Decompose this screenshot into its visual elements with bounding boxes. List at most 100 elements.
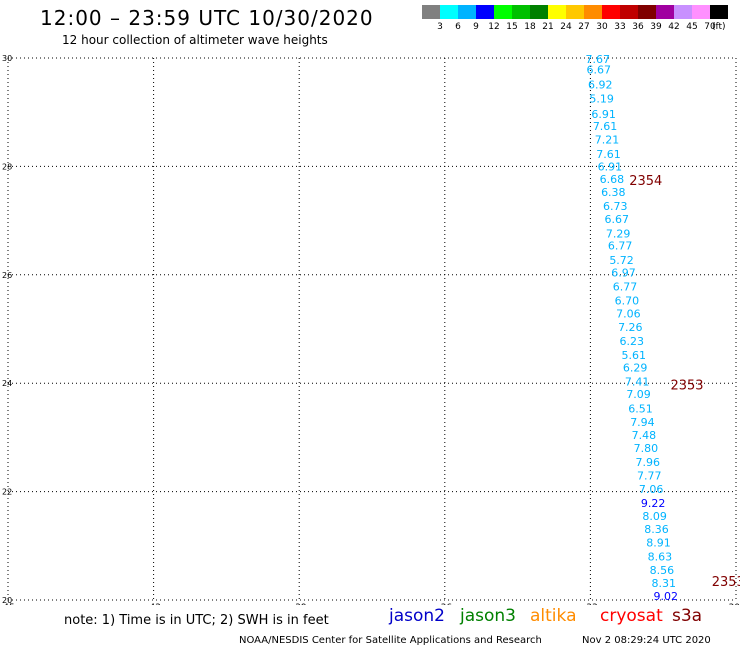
satellite-label-altika: altika (530, 606, 577, 626)
wave-height-point: 8.63 (648, 551, 673, 564)
wave-height-plot: 202224262830-45-42-39-36-33-307.676.676.… (0, 53, 740, 605)
time-annotation: 2354 (629, 174, 662, 189)
scale-swatch (440, 5, 458, 19)
wave-height-point: 7.29 (606, 228, 631, 241)
wave-height-point: 7.06 (616, 307, 641, 320)
scale-swatch (656, 5, 674, 19)
wave-height-point: 7.48 (632, 429, 657, 442)
scale-swatch (602, 5, 620, 19)
wave-height-point: 6.29 (623, 361, 648, 374)
wave-height-point: 7.94 (630, 416, 655, 429)
wave-height-point: 6.77 (608, 240, 633, 253)
wave-height-point: 6.91 (598, 160, 623, 173)
y-tick-label: 26 (2, 271, 12, 280)
scale-swatch (638, 5, 656, 19)
wave-height-point: 5.61 (621, 349, 646, 362)
wave-height-point: 7.26 (618, 321, 643, 334)
wave-height-point: 6.51 (628, 403, 653, 416)
scale-tick-label: 36 (632, 22, 644, 32)
scale-swatch (692, 5, 710, 19)
x-tick-label: -30 (725, 603, 740, 605)
wave-height-point: 7.09 (626, 388, 651, 401)
x-tick-label: -36 (437, 603, 452, 605)
wave-height-point: 8.09 (642, 510, 667, 523)
wave-height-point: 6.67 (604, 213, 629, 226)
wave-height-point: 6.73 (603, 200, 628, 213)
scale-swatch (584, 5, 602, 19)
scale-swatch (494, 5, 512, 19)
scale-tick-label: 24 (560, 22, 572, 32)
wave-height-point: 7.77 (637, 469, 662, 482)
wave-height-point: 6.91 (591, 108, 616, 121)
wave-height-point: 8.56 (650, 564, 675, 577)
footer-note: note: 1) Time is in UTC; 2) SWH is in fe… (64, 613, 329, 628)
wave-height-point: 6.23 (620, 335, 645, 348)
wave-height-point: 6.77 (613, 281, 638, 294)
scale-swatch (458, 5, 476, 19)
scale-tick-label: 33 (614, 22, 626, 32)
scale-swatch (548, 5, 566, 19)
wave-height-point: 5.72 (609, 254, 634, 267)
x-tick-label: -45 (0, 603, 15, 605)
chart-title: 12:00 – 23:59 UTC 10/30/2020 (40, 6, 374, 30)
wave-height-point: 7.80 (634, 442, 659, 455)
scale-unit-label: (ft) (712, 22, 726, 32)
wave-height-point: 7.21 (595, 133, 620, 146)
wave-height-point: 6.97 (611, 267, 636, 280)
generation-timestamp: Nov 2 08:29:24 UTC 2020 (582, 635, 711, 646)
scale-tick-label: 27 (578, 22, 590, 32)
scale-tick-label: 15 (506, 22, 518, 32)
wave-height-point: 7.61 (593, 120, 618, 133)
satellite-label-jason3: jason3 (460, 606, 516, 626)
satellite-label-s3a: s3a (672, 606, 703, 626)
x-tick-label: -42 (146, 603, 161, 605)
time-annotation: 2353 (712, 575, 740, 590)
satellite-label-cryosat: cryosat (600, 606, 663, 626)
wave-height-point: 6.38 (601, 186, 626, 199)
satellite-label-jason2: jason2 (389, 606, 445, 626)
scale-swatch (530, 5, 548, 19)
scale-tick-label: 21 (542, 22, 554, 32)
y-tick-label: 28 (2, 162, 12, 171)
x-tick-label: -33 (583, 603, 598, 605)
y-tick-label: 24 (2, 379, 12, 388)
wave-height-point: 6.70 (615, 294, 640, 307)
scale-tick-label: 3 (437, 22, 443, 32)
wave-height-point: 7.67 (586, 53, 611, 66)
scale-tick-label: 18 (524, 22, 536, 32)
scale-tick-label: 6 (455, 22, 461, 32)
y-tick-label: 30 (2, 54, 12, 63)
y-tick-label: 20 (2, 596, 12, 605)
scale-tick-label: 70 (704, 22, 716, 32)
x-tick-label: -39 (292, 603, 307, 605)
wave-height-point: 6.67 (587, 63, 612, 76)
scale-swatch (674, 5, 692, 19)
scale-swatch (566, 5, 584, 19)
scale-swatch (620, 5, 638, 19)
wave-height-point: 5.19 (589, 93, 614, 106)
scale-swatch (710, 5, 728, 19)
scale-swatch (422, 5, 440, 19)
scale-swatch (476, 5, 494, 19)
wave-height-point: 7.61 (596, 148, 621, 161)
wave-height-point: 8.31 (652, 577, 677, 590)
scale-tick-label: 42 (668, 22, 680, 32)
wave-height-point: 9.22 (641, 497, 666, 510)
wave-height-point: 7.06 (639, 483, 664, 496)
credit-line: NOAA/NESDIS Center for Satellite Applica… (239, 635, 542, 646)
wave-height-point: 8.36 (644, 523, 669, 536)
wave-height-point: 8.91 (646, 537, 671, 550)
scale-tick-label: 45 (686, 22, 698, 32)
wave-height-point: 9.02 (653, 590, 678, 603)
scale-swatch (512, 5, 530, 19)
scale-tick-label: 30 (596, 22, 608, 32)
scale-tick-label: 39 (650, 22, 662, 32)
wave-height-point: 7.96 (636, 456, 661, 469)
scale-tick-label: 12 (488, 22, 500, 32)
scale-tick-label: 9 (473, 22, 479, 32)
wave-height-point: 6.92 (588, 79, 613, 92)
y-tick-label: 22 (2, 488, 12, 497)
time-annotation: 2353 (670, 378, 703, 393)
wave-height-point: 7.41 (625, 376, 650, 389)
wave-height-point: 8.84 (655, 604, 680, 605)
